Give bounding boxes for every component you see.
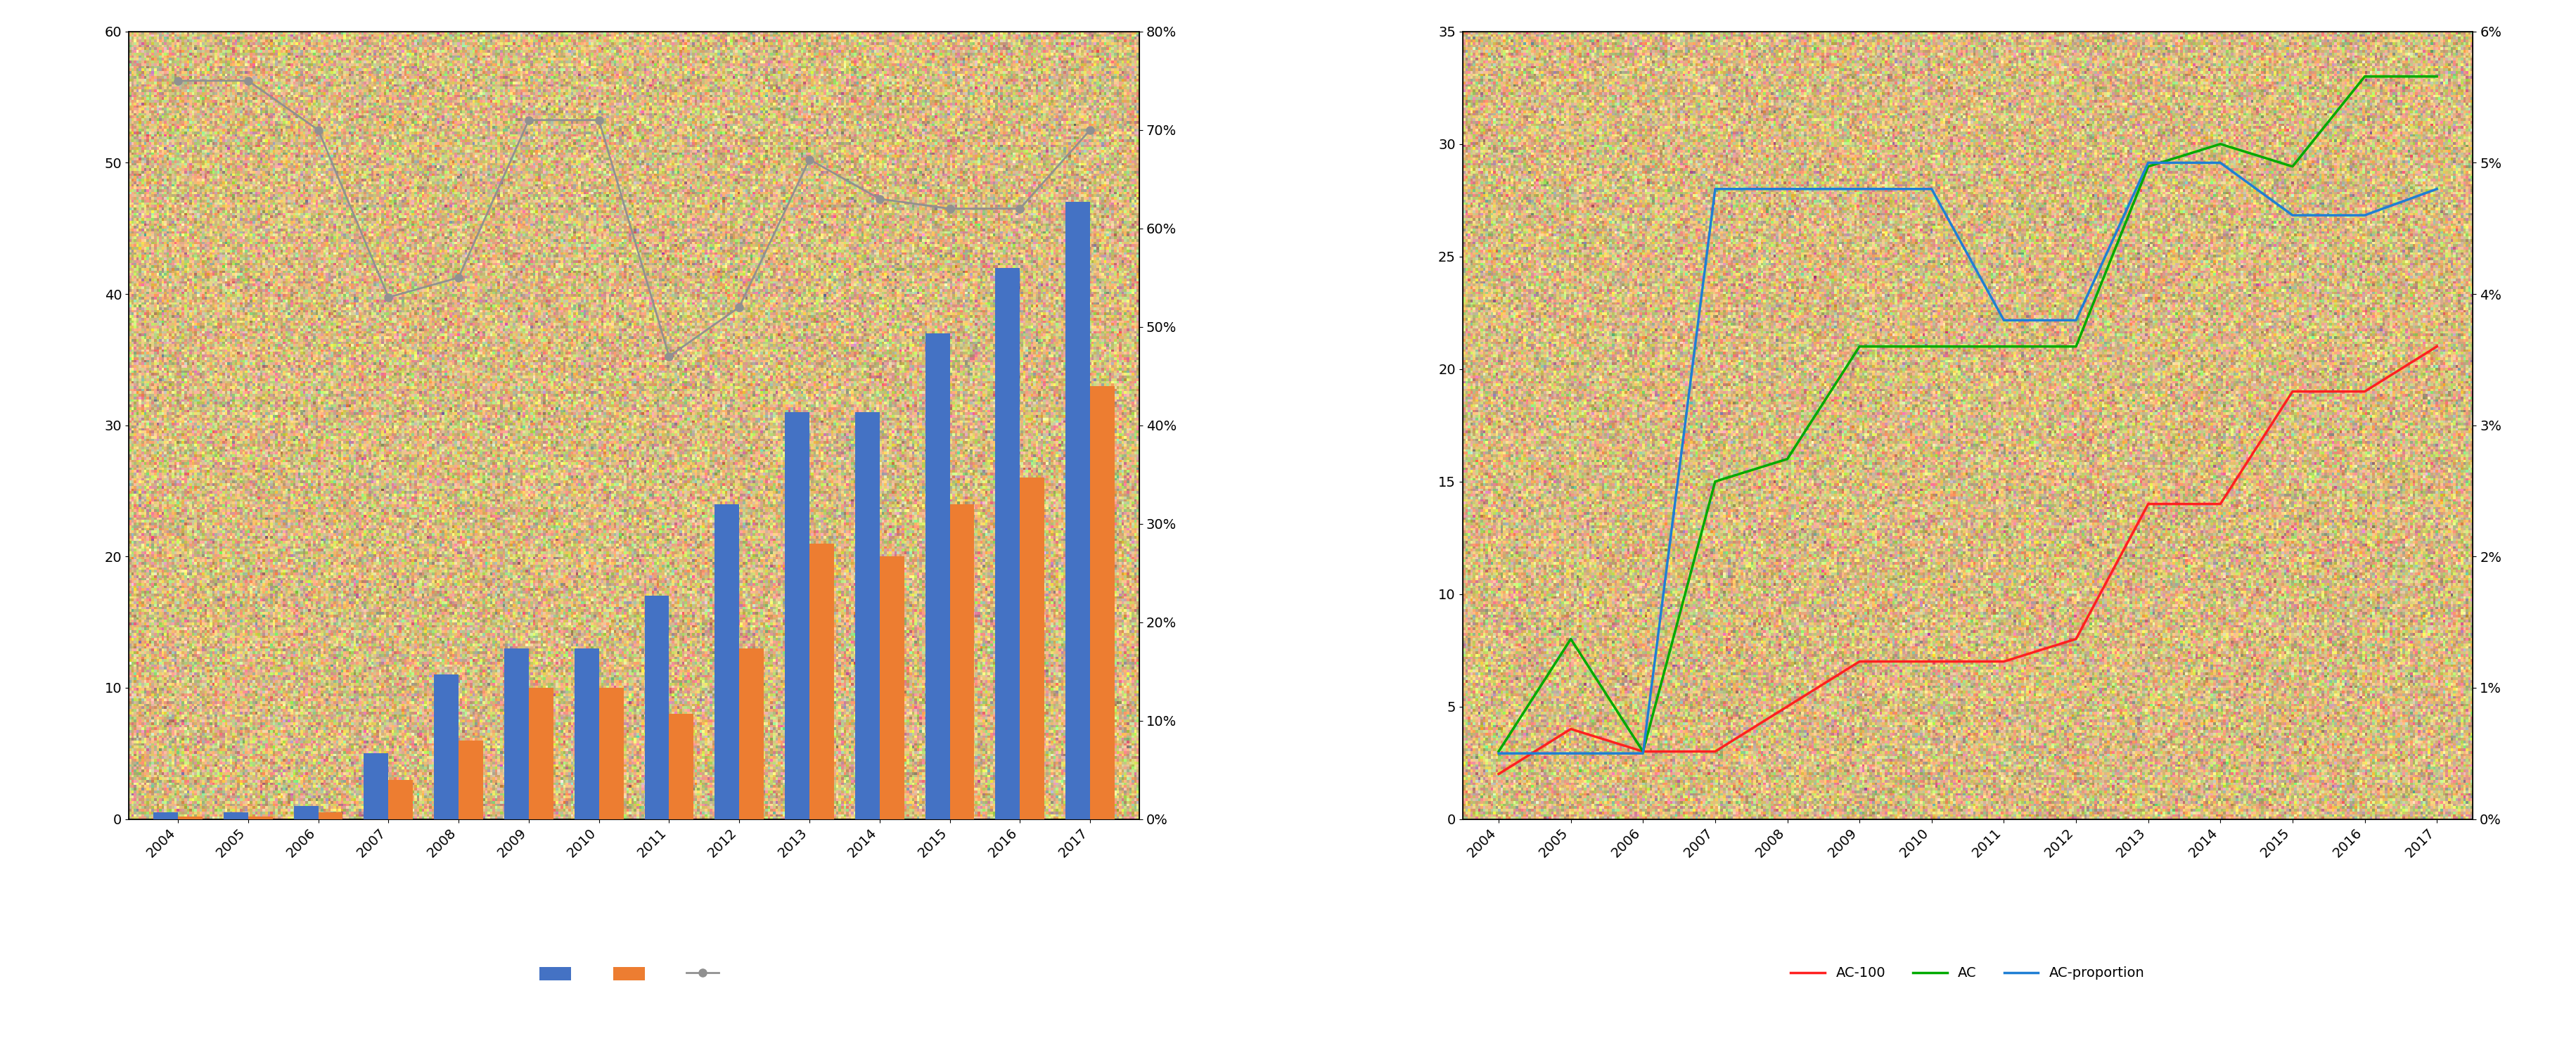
Bar [994,268,1020,819]
Line: AC: AC [1499,77,2437,752]
AC-100 [2421,340,2452,353]
AC-proportion [1989,314,2020,327]
AC-proportion [1484,748,1515,760]
AC [2277,161,2308,173]
AC-proportion [2205,156,2236,169]
Bar [670,714,693,819]
AC [2205,138,2236,150]
AC-100 [1700,746,1731,758]
AC-proportion [1772,183,1803,195]
AC-100 [1917,655,1947,668]
AC [1484,746,1515,758]
AC-proportion [1556,748,1587,760]
Bar [574,648,600,819]
AC-proportion [1628,748,1659,760]
Line: AC-100: AC-100 [1499,346,2437,774]
AC-proportion [2349,209,2380,222]
AC-proportion [2277,209,2308,222]
AC [2349,70,2380,83]
AC-100 [1556,722,1587,735]
Bar [459,740,484,819]
Bar [389,779,412,819]
Bar [878,557,904,819]
Bar [925,334,951,819]
Bar [1020,478,1043,819]
Legend: , , : , , [533,962,734,986]
Bar [786,413,809,819]
Bar [505,648,528,819]
Line: AC-proportion: AC-proportion [1499,163,2437,754]
AC-100 [2061,633,2092,646]
Bar [739,648,765,819]
Bar [363,754,389,819]
Bar [1090,386,1115,819]
AC-100 [1628,746,1659,758]
AC [1772,453,1803,465]
Bar [294,806,319,819]
Bar [433,675,459,819]
AC [1700,476,1731,488]
AC-proportion [1844,183,1875,195]
Bar [155,813,178,819]
Bar [319,813,343,819]
Legend: AC-100, AC, AC-proportion: AC-100, AC, AC-proportion [1785,961,2151,985]
Bar [247,817,273,819]
AC [2133,161,2164,173]
AC-proportion [2133,156,2164,169]
AC-100 [1772,700,1803,713]
Bar [178,817,204,819]
AC [2421,70,2452,83]
Bar [1066,202,1090,819]
AC [1556,633,1587,646]
AC-100 [2277,385,2308,398]
AC-100 [1484,768,1515,780]
AC [1628,746,1659,758]
Bar [714,504,739,819]
AC-proportion [2061,314,2092,327]
Bar [600,688,623,819]
AC [1917,340,1947,353]
AC-proportion [2421,183,2452,195]
AC [2061,340,2092,353]
Bar [951,504,974,819]
Bar [644,595,670,819]
AC-proportion [1700,183,1731,195]
Bar [224,813,247,819]
AC [1989,340,2020,353]
Bar [528,688,554,819]
Bar [809,544,835,819]
AC-100 [1844,655,1875,668]
AC-100 [1989,655,2020,668]
AC [1844,340,1875,353]
Bar [855,413,878,819]
AC-100 [2349,385,2380,398]
AC-100 [2133,498,2164,510]
AC-100 [2205,498,2236,510]
AC-proportion [1917,183,1947,195]
